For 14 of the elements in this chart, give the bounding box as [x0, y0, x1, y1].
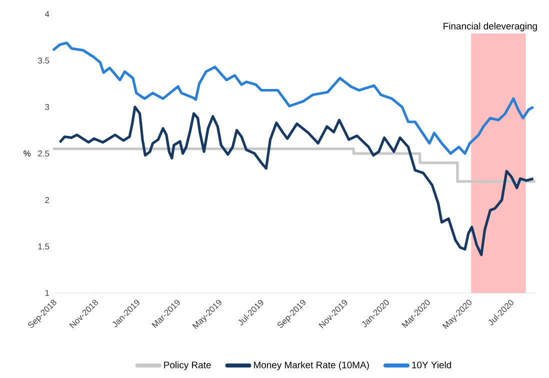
line-series [52, 42, 535, 155]
legend-label: Policy Rate [164, 361, 211, 370]
y-tick-label: 3.5 [38, 58, 50, 64]
line-series [58, 106, 535, 256]
y-tick-label: 1 [45, 290, 50, 296]
band-label: Financial deleveraging [444, 22, 537, 32]
legend-label: Money Market Rate (10MA) [254, 361, 369, 370]
y-tick-label: 3 [45, 104, 50, 110]
y-tick-label: 2.5 [38, 150, 50, 156]
y-tick-label: 2 [45, 197, 50, 203]
legend-label: 10Y Yield [412, 361, 452, 368]
y-axis-title: % [24, 150, 31, 156]
y-tick-label: 1.5 [38, 244, 50, 250]
y-tick-label: 4 [44, 11, 50, 17]
